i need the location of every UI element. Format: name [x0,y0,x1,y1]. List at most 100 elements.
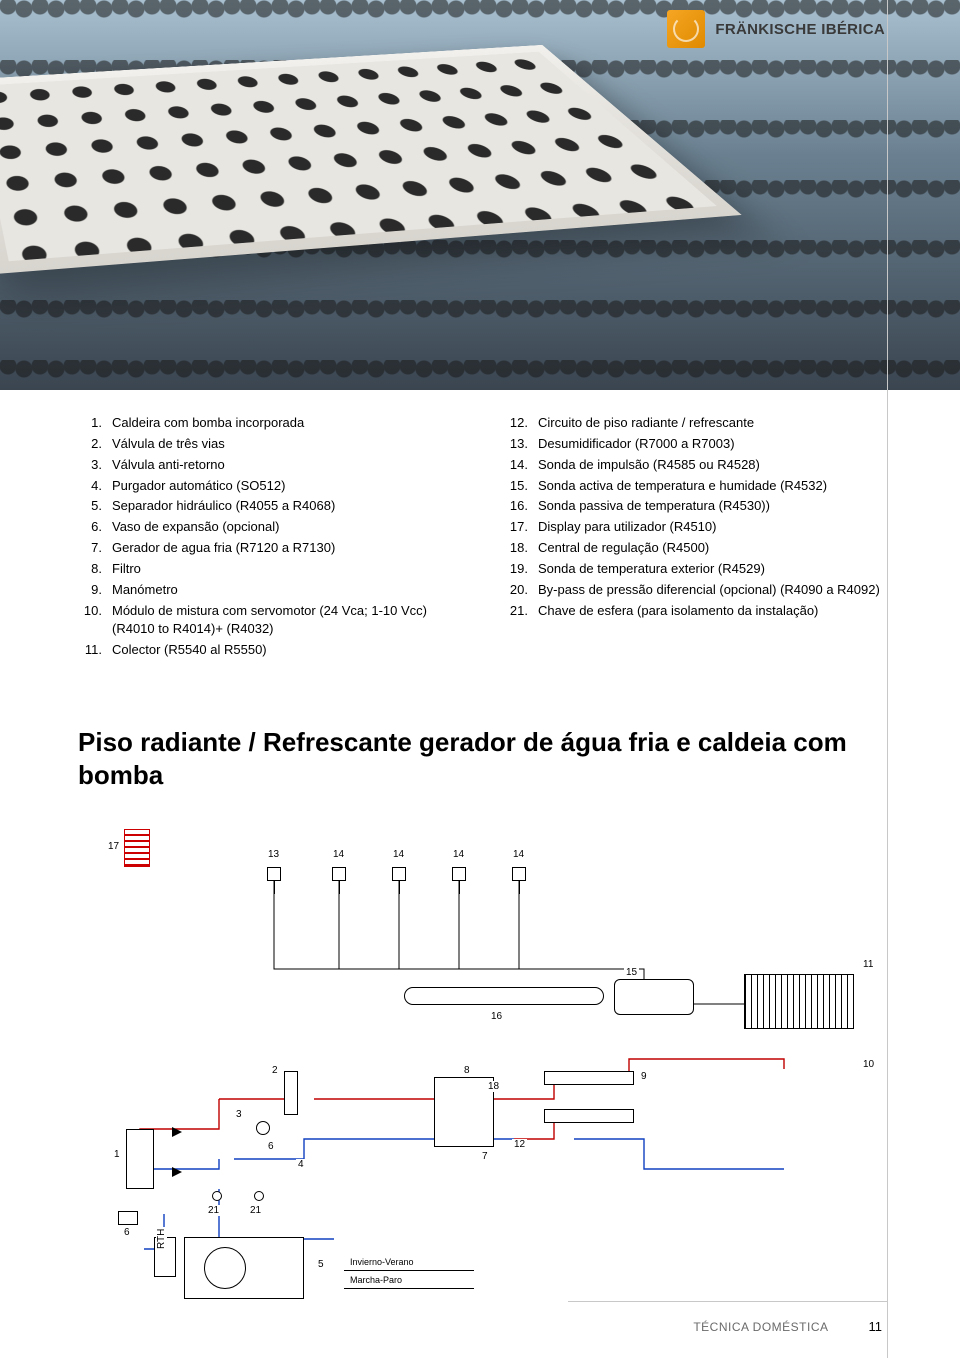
legend-num: 5. [78,497,102,516]
label-15: 15 [624,967,639,978]
legend-num: 20. [504,581,528,600]
chiller-fan-icon [204,1247,246,1289]
legend-text: Separador hidráulico (R4055 a R4068) [112,497,456,516]
label-3: 3 [234,1109,244,1120]
content-area: 1. Caldeira com bomba incorporada 2. Válvul… [0,390,960,1319]
legend-text: Central de regulação (R4500) [538,539,882,558]
switch-iv: Invierno-Verano [348,1257,416,1267]
legend-num: 8. [78,560,102,579]
hero-image: FRÄNKISCHE IBÉRICA [0,0,960,390]
brand-tab: FRÄNKISCHE IBÉRICA [667,10,885,48]
label-14d: 14 [511,849,526,860]
sensor-14d [512,867,526,881]
display-unit [614,979,694,1015]
label-5: 5 [316,1259,326,1270]
legend-row: 9. Manómetro [78,581,456,600]
control-bar [404,987,604,1005]
label-6: 6 [266,1141,276,1152]
legend-num: 15. [504,477,528,496]
legend-row: 4.Purgador automático (SO512) [78,477,456,496]
legend-row: 17. Display para utilizador (R4510) [504,518,882,537]
legend-row: 7. Gerador de agua fria (R7120 a R7130) [78,539,456,558]
legend-text: Sonda passiva de temperatura (R4530)) [538,497,882,516]
legend-text: By-pass de pressão diferencial (opcional… [538,581,882,600]
legend-row: 10. Módulo de mistura com servomotor (24 … [78,602,456,640]
legend-text: Válvula anti-retorno [112,456,456,475]
label-14c: 14 [451,849,466,860]
legend-text: Purgador automático (SO512) [112,477,456,496]
legend-row: 2. Válvula de três vias [78,435,456,454]
legend-text: Caldeira com bomba incorporada [112,414,456,433]
label-12: 12 [512,1139,527,1150]
legend-num: 18. [504,539,528,558]
legend-num: 11. [78,641,102,660]
label-1: 1 [112,1149,122,1160]
legend-row: 20. By-pass de pressão diferencial (opcio… [504,581,882,600]
switch-mp: Marcha-Paro [348,1275,404,1285]
legend-row: 13.Desumidificador (R7000 a R7003) [504,435,882,454]
legend-num: 14. [504,456,528,475]
legend-columns: 1. Caldeira com bomba incorporada 2. Válvul… [78,414,882,662]
legend-text: Sonda activa de temperatura e humidade (… [538,477,882,496]
legend-num: 7. [78,539,102,558]
legend-row: 15. Sonda activa de temperatura e humidad… [504,477,882,496]
label-18: 18 [486,1081,501,1092]
three-way-valve [284,1071,298,1115]
legend-num: 19. [504,560,528,579]
page-footer: TÉCNICA DOMÉSTICA 11 [693,1319,882,1334]
label-13: 13 [266,849,281,860]
legend-row: 1. Caldeira com bomba incorporada [78,414,456,433]
legend-row: 3.Válvula anti-retorno [78,456,456,475]
footer-page-number: 11 [869,1319,883,1334]
legend-row: 11. Colector (R5540 al R5550) [78,641,456,660]
legend-text: Válvula de três vias [112,435,456,454]
sensor-14a [332,867,346,881]
legend-text: Gerador de agua fria (R7120 a R7130) [112,539,456,558]
legend-text: Filtro [112,560,456,579]
legend-text: Colector (R5540 al R5550) [112,641,456,660]
legend-row: 21. Chave de esfera (para isolamento da i… [504,602,882,621]
expansion-vessel [118,1211,138,1225]
legend-num: 10. [78,602,102,640]
legend-num: 1. [78,414,102,433]
label-4: 4 [296,1159,306,1170]
legend-text: Sonda de impulsão (R4585 ou R4528) [538,456,882,475]
brand-name: FRÄNKISCHE IBÉRICA [715,21,885,38]
footer-label: TÉCNICA DOMÉSTICA [693,1320,828,1334]
legend-left: 1. Caldeira com bomba incorporada 2. Válvul… [78,414,456,662]
legend-text: Módulo de mistura com servomotor (24 Vca… [112,602,456,640]
legend-num: 17. [504,518,528,537]
label-6b: 6 [122,1227,132,1238]
legend-text: Display para utilizador (R4510) [538,518,882,537]
legend-text: Vaso de expansão (opcional) [112,518,456,537]
legend-row: 6. Vaso de expansão (opcional) [78,518,456,537]
schematic-diagram: 17 13 14 14 14 14 15 16 11 10 8 18 9 12 … [84,819,874,1319]
label-21a: 21 [206,1205,221,1216]
sensor-13 [267,867,281,881]
radiator-block [124,829,150,867]
legend-num: 21. [504,602,528,621]
brand-logo-icon [667,10,705,48]
label-9: 9 [639,1071,649,1082]
legend-text: Manómetro [112,581,456,600]
legend-row: 8. Filtro [78,560,456,579]
label-7: 7 [480,1151,490,1162]
label-10: 10 [861,1059,876,1070]
sensor-14c [452,867,466,881]
label-rth: RTH [156,1227,167,1251]
sensor-14b [392,867,406,881]
page-right-rule [887,0,888,1358]
legend-text: Chave de esfera (para isolamento da inst… [538,602,882,621]
legend-row: 18. Central de regulação (R4500) [504,539,882,558]
legend-num: 9. [78,581,102,600]
label-14a: 14 [331,849,346,860]
label-21b: 21 [248,1205,263,1216]
label-16: 16 [489,1011,504,1022]
label-14b: 14 [391,849,406,860]
legend-text: Circuito de piso radiante / refrescante [538,414,882,433]
floor-coil-region [776,1069,854,1159]
legend-text: Sonda de temperatura exterior (R4529) [538,560,882,579]
legend-num: 12. [504,414,528,433]
legend-num: 2. [78,435,102,454]
legend-num: 6. [78,518,102,537]
